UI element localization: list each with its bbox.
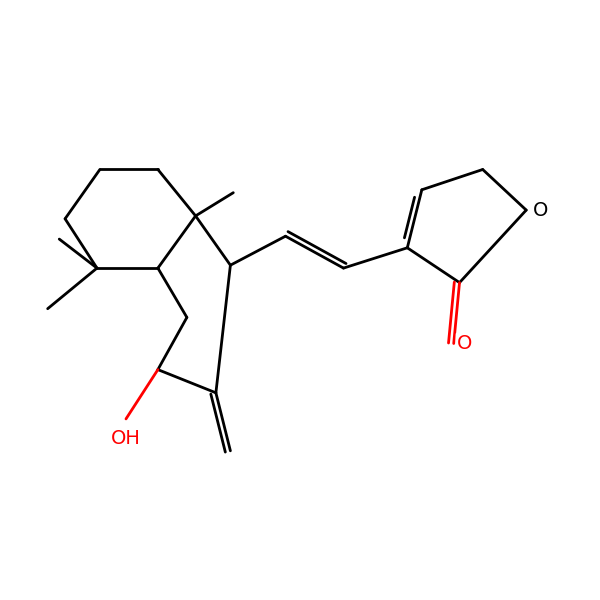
Text: O: O	[457, 334, 472, 353]
Text: OH: OH	[111, 430, 141, 448]
Text: O: O	[533, 200, 548, 220]
